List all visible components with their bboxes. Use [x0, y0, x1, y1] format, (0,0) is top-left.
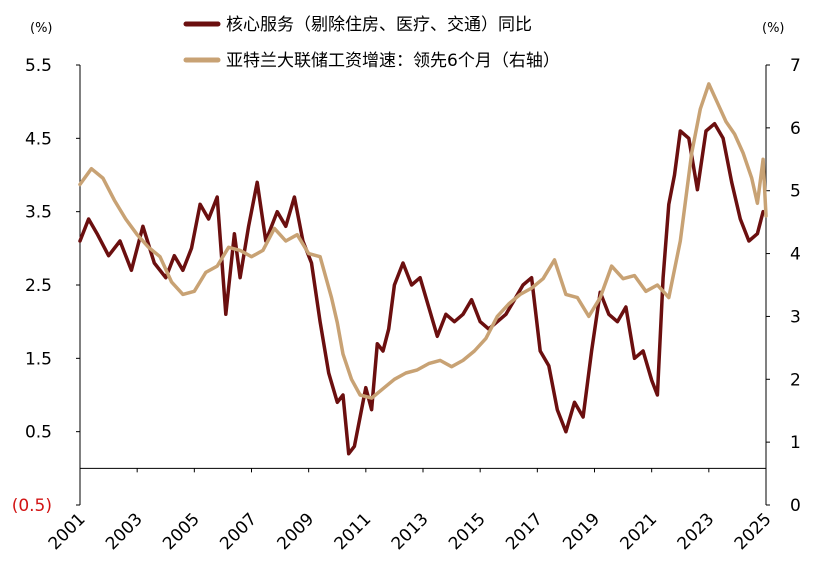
- left-tick-label: 0.5: [25, 423, 52, 443]
- left-tick-label: 4.5: [25, 129, 52, 149]
- right-tick-label: 0: [790, 496, 801, 516]
- series-layer: [78, 82, 768, 456]
- x-tick-label: 2017: [502, 509, 547, 554]
- left-tick-label: 5.5: [25, 56, 52, 76]
- x-tick-label: 2001: [45, 509, 90, 554]
- left-axis-unit: (%): [30, 21, 53, 36]
- x-tick-label: 2009: [273, 509, 318, 554]
- x-tick-label: 2005: [159, 509, 204, 554]
- legend-label: 核心服务（剔除住房、医疗、交通）同比: [226, 15, 532, 35]
- left-tick-label: 2.5: [25, 276, 52, 296]
- tick-layer: 5.5 4.5 3.5 2.5 1.5 0.5 (0.5) 7 6 5 4 3 2 1 0 (%) (%) 200…: [12, 21, 801, 554]
- x-tick-label: 2023: [674, 509, 719, 554]
- x-tick-label: 2021: [616, 509, 661, 554]
- left-tick-label: (0.5): [12, 496, 52, 516]
- x-tick-label: 2007: [216, 509, 261, 554]
- right-tick-label: 5: [790, 182, 801, 202]
- right-tick-label: 6: [790, 119, 801, 139]
- right-tick-label: 3: [790, 307, 801, 327]
- right-axis-unit: (%): [762, 21, 785, 36]
- right-tick-label: 4: [790, 245, 801, 265]
- x-tick-label: 2013: [388, 509, 433, 554]
- left-tick-label: 3.5: [25, 203, 52, 223]
- x-tick-label: 2015: [445, 509, 490, 554]
- right-tick-label: 2: [790, 370, 801, 390]
- series-line-core-services: [78, 121, 765, 456]
- x-tick-label: 2003: [102, 509, 147, 554]
- x-tick-label: 2025: [731, 509, 776, 554]
- x-tick-label: 2019: [559, 509, 604, 554]
- legend-label: 亚特兰大联储工资增速：领先6个月（右轴）: [226, 51, 560, 71]
- right-tick-label: 1: [790, 433, 801, 453]
- x-tick-label: 2011: [331, 509, 376, 554]
- right-tick-label: 7: [790, 56, 801, 76]
- series-line-atlanta-wage: [78, 82, 768, 400]
- left-tick-label: 1.5: [25, 349, 52, 369]
